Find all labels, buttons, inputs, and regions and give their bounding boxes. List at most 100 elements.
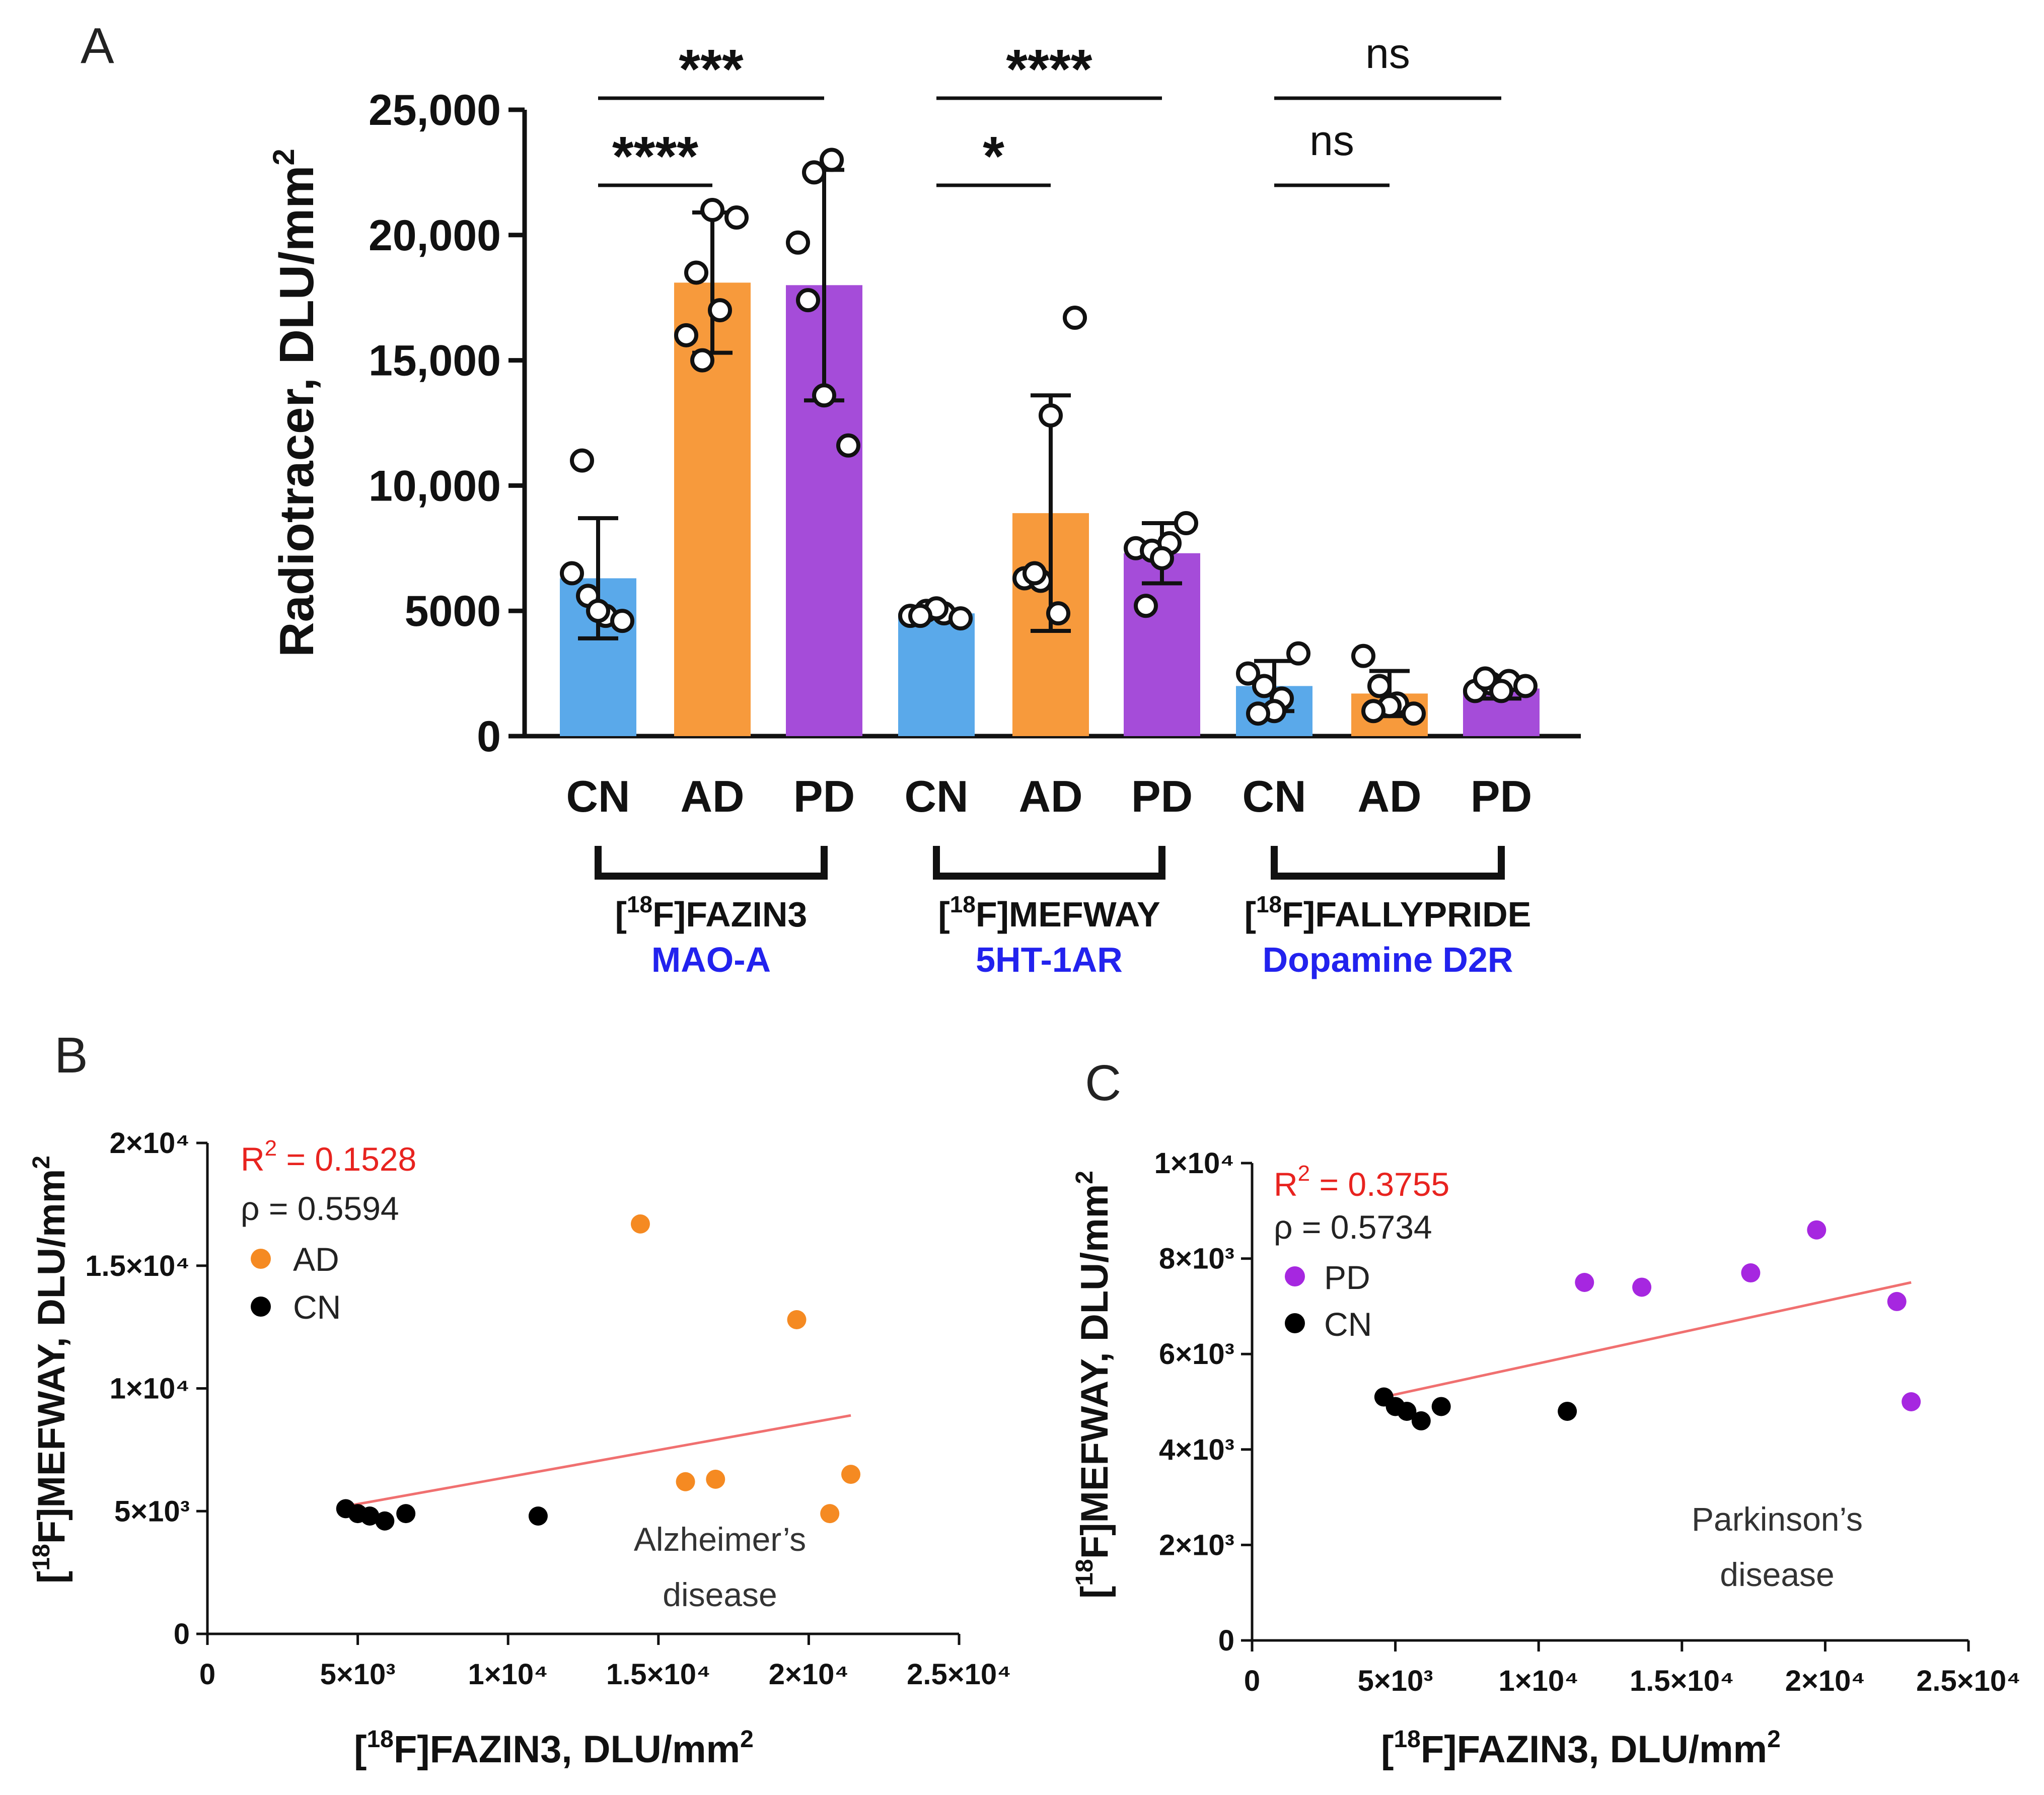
b-x-tick-label: 5×10³: [320, 1658, 396, 1691]
b-x-tick-label: 1×10⁴: [468, 1658, 548, 1691]
panel-c-legend-pd: PD: [1324, 1259, 1370, 1296]
panel-b-rho: ρ = 0.5594: [241, 1190, 399, 1227]
panel-c-legend-cn-marker: [1285, 1313, 1305, 1333]
c-y-tick-label: 2×10³: [1159, 1529, 1234, 1561]
data-point: [1023, 561, 1047, 586]
b-point-cn: [396, 1504, 416, 1524]
panel-b-disease-line1: Alzheimer’s: [634, 1521, 806, 1558]
data-point: [908, 604, 932, 628]
panel-b-letter: B: [54, 1027, 88, 1084]
c-point-cn: [1397, 1401, 1417, 1421]
data-point: [1236, 661, 1260, 686]
panel-b-y-axis-title: [18F]MEFWAY, DLU/mm2: [28, 1156, 73, 1584]
data-point: [610, 609, 634, 633]
panel-a-y-tick-label: 20,000: [369, 211, 501, 260]
c-x-tick-label: 2×10⁴: [1785, 1665, 1865, 1697]
data-point: [560, 561, 584, 586]
data-point: [1039, 403, 1063, 428]
data-point: [1367, 674, 1392, 698]
b-point-ad: [820, 1504, 840, 1524]
panel-c-disease-line2: disease: [1720, 1556, 1835, 1593]
b-x-tick-label: 0: [199, 1658, 215, 1691]
data-point: [1134, 594, 1158, 618]
b-point-ad: [706, 1469, 725, 1489]
b-x-tick-label: 2×10⁴: [769, 1658, 849, 1691]
panel-b-legend-ad: AD: [293, 1241, 339, 1278]
group-tracer-label: [18F]FALLYPRIDE: [1245, 891, 1531, 934]
b-point-ad: [630, 1214, 650, 1234]
category-label-cn: CN: [904, 771, 968, 821]
panel-a-letter: A: [81, 18, 114, 74]
c-x-tick-label: 1.5×10⁴: [1630, 1665, 1734, 1697]
data-point: [1246, 701, 1270, 726]
significance-label: *: [983, 125, 1004, 187]
b-point-cn: [528, 1506, 548, 1526]
data-point: [570, 448, 594, 473]
group-target-label: 5HT-1AR: [976, 940, 1123, 979]
c-point-pd: [1741, 1263, 1761, 1283]
b-point-ad: [787, 1310, 807, 1329]
panel-b-r2: R2 = 0.1528: [241, 1136, 416, 1178]
panel-a: Radiotracer, DLU/mm2 25,000 20,000 15,000 1…: [267, 30, 1581, 979]
c-point-cn: [1411, 1411, 1431, 1430]
data-point: [1286, 641, 1310, 666]
panel-a-y-axis-title: Radiotracer, DLU/mm2: [267, 149, 324, 657]
b-y-tick-label: 0: [174, 1618, 190, 1650]
bar-cn: [898, 613, 975, 736]
panel-c-legend-cn: CN: [1324, 1306, 1372, 1343]
panel-a-y-tick-label: 15,000: [369, 337, 501, 385]
data-point: [1402, 701, 1426, 726]
b-x-tick-label: 2.5×10⁴: [907, 1658, 1011, 1691]
b-point-ad: [841, 1465, 861, 1484]
c-y-tick-label: 8×10³: [1159, 1243, 1234, 1275]
data-point: [586, 599, 610, 623]
panel-c-fit-line: [1383, 1281, 1912, 1398]
b-y-tick-label: 5×10³: [114, 1495, 190, 1528]
panel-a-y-tick-label: 10,000: [369, 462, 501, 510]
data-point: [1351, 643, 1375, 668]
c-point-cn: [1558, 1401, 1577, 1421]
panel-b-x-axis-title: [18F]FAZIN3, DLU/mm2: [354, 1726, 754, 1771]
data-point: [786, 230, 810, 255]
panel-b-legend-ad-marker: [251, 1249, 271, 1269]
data-point: [708, 298, 732, 323]
panel-c-disease-line1: Parkinson’s: [1692, 1500, 1863, 1538]
panel-c-y-axis-title: [18F]MEFWAY, DLU/mm2: [1071, 1171, 1116, 1599]
data-point: [1513, 674, 1538, 698]
category-label-ad: AD: [680, 771, 744, 821]
group-bracket: [933, 846, 1165, 880]
data-point: [802, 160, 826, 185]
group-bracket: [1271, 846, 1505, 880]
data-point: [948, 606, 973, 631]
category-label-cn: CN: [566, 771, 630, 821]
data-point: [1489, 679, 1513, 703]
significance-label: ns: [1365, 30, 1410, 77]
c-x-tick-label: 2.5×10⁴: [1916, 1665, 2021, 1697]
category-label-ad: AD: [1018, 771, 1082, 821]
significance-label: ns: [1309, 117, 1354, 164]
data-point: [690, 348, 714, 373]
c-point-pd: [1887, 1291, 1907, 1311]
c-point-cn: [1431, 1397, 1451, 1416]
panel-a-y-tick-label: 25,000: [369, 86, 501, 134]
c-y-tick-label: 6×10³: [1159, 1338, 1234, 1371]
c-point-pd: [1807, 1220, 1827, 1240]
data-point: [684, 260, 708, 285]
data-point: [836, 433, 860, 458]
b-point-cn: [360, 1506, 380, 1526]
b-y-tick-label: 1×10⁴: [110, 1373, 190, 1405]
data-point: [1252, 674, 1276, 698]
data-point: [1174, 511, 1198, 536]
data-point: [674, 323, 698, 347]
b-x-tick-label: 1.5×10⁴: [606, 1658, 711, 1691]
data-point: [1046, 601, 1070, 626]
data-point: [820, 148, 844, 172]
c-x-tick-label: 0: [1244, 1665, 1260, 1697]
b-y-tick-label: 1.5×10⁴: [85, 1250, 190, 1282]
category-label-pd: PD: [793, 771, 855, 821]
panel-b: 0 5×10³ 1×10⁴ 1.5×10⁴ 2×10⁴ 2.5×10⁴ 0 5×10³ 1×10…: [28, 1127, 1011, 1771]
group-tracer-label: [18F]FAZIN3: [615, 891, 808, 934]
c-y-tick-label: 0: [1218, 1624, 1234, 1657]
panel-c: 0 5×10³ 1×10⁴ 1.5×10⁴ 2×10⁴ 2.5×10⁴ 0 2×10³ 4×10…: [1071, 1147, 2021, 1771]
